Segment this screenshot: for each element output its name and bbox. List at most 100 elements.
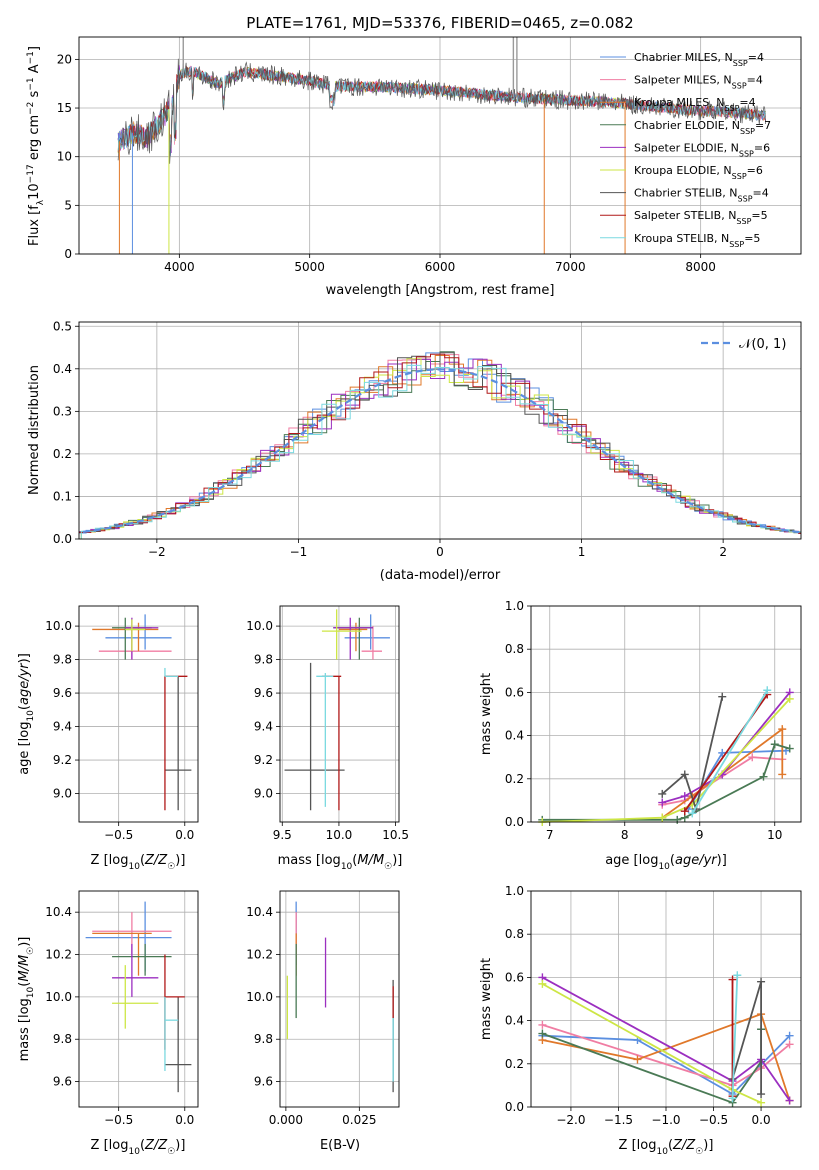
y-tick-label: 9.6 [53,686,72,700]
series-line [542,1012,791,1101]
y-tick-label: 0.6 [505,970,524,984]
figure-title: PLATE=1761, MJD=53376, FIBERID=0465, z=0… [246,14,633,32]
legend-label: Chabrier ELODIE, NSSP=7 [634,119,771,136]
data-point-marker [785,744,794,753]
axes-mass-vs-Z: −0.5 0.0 9.6 9.8 10.0 10.2 10.4 [45,890,199,1127]
x-tick-label: −1 [290,545,308,559]
legend-label: Salpeter ELODIE, NSSP=6 [634,141,770,158]
axes-frame [530,605,802,823]
spectrum-line [117,58,766,164]
axes-mass-vs-EBV: 0.000 0.025 9.6 9.8 10.0 10.2 10.4 [246,890,400,1127]
x-tick-label: −0.5 [104,828,133,842]
x-tick-label: 0.0 [175,1113,194,1127]
legend-label: 𝒩(0, 1) [739,337,786,352]
y-tick-label: 0.3 [53,404,72,418]
data-point-marker [538,1020,547,1029]
data-point-marker [728,975,737,984]
y-tick-label: 10.4 [45,905,72,919]
x-tick-label: −1.0 [651,1113,680,1127]
data-point-marker [785,1031,794,1040]
x-tick-label: 8 [621,828,629,842]
data-point-marker [680,770,689,779]
data-point-marker [785,1096,794,1105]
axes-massweight-vs-Z: −2.0 −1.5 −1.0 −0.5 0.0 0.0 0.2 0.4 0.6 0.8 1.0 [505,884,802,1127]
plot-area-age-vs-mass [284,609,390,811]
y-tick-label: 9.6 [53,1075,72,1089]
y-axis-label: mass [log10(M/M☉)] [17,937,36,1062]
x-tick-label: 10 [767,828,782,842]
y-axis-label: age [log10(age/yr)] [17,653,36,775]
spectrum-line [117,66,766,154]
y-tick-label: 9.8 [254,1032,273,1046]
x-tick-label: 0.000 [269,1113,303,1127]
y-tick-label: 0.2 [53,447,72,461]
data-point-marker [688,809,697,818]
data-point-marker [757,1090,766,1099]
series-line [541,976,791,1102]
data-point-marker [633,1055,642,1064]
normal-reference-curve [79,368,801,534]
data-point-marker [778,725,787,734]
y-tick-label: 9.0 [254,787,273,801]
data-point-marker [763,686,772,695]
y-tick-label: 0.0 [53,532,72,546]
y-tick-label: 1.0 [505,884,524,898]
data-point-marker [778,770,787,779]
y-tick-label: 1.0 [505,599,524,613]
y-tick-label: 20 [57,52,72,66]
histogram-series [80,364,801,539]
y-tick-label: 0.2 [505,772,524,786]
axes-massweight-vs-age: 7 8 9 10 0.0 0.2 0.4 0.6 0.8 1.0 [505,599,802,842]
y-tick-label: 0.6 [505,685,524,699]
y-tick-label: 9.0 [53,787,72,801]
data-point-marker [748,753,757,762]
data-point-marker [673,815,682,824]
y-tick-label: 0.5 [53,319,72,333]
x-axis-label: mass [log10(M/M☉)] [278,853,403,872]
y-tick-label: 9.8 [53,1032,72,1046]
plot-area-residuals [79,351,801,539]
x-tick-label: −2.0 [556,1113,585,1127]
x-axis-label: Z [log10(Z/Z☉)] [619,1138,714,1157]
axes-frame [78,890,199,1108]
x-tick-label: 6000 [425,260,456,274]
y-axis-label: Normed distribution [27,365,42,495]
y-tick-label: 9.4 [254,720,273,734]
y-tick-label: 0.0 [505,815,524,829]
y-axis-label: mass weight [479,673,494,755]
series-line [731,975,739,1099]
x-tick-label: 0 [436,545,444,559]
data-point-marker [728,1094,737,1103]
y-tick-label: 0.8 [505,927,524,941]
y-tick-label: 0.0 [505,1100,524,1114]
x-tick-label: 1 [578,545,586,559]
data-point-marker [680,807,689,816]
axes-age-vs-mass: 9.5 10.0 10.5 9.0 9.2 9.4 9.6 9.8 10.0 [246,605,409,842]
axes-frame [78,321,802,540]
axes-frame [279,890,400,1108]
x-axis-label: age [log10(age/yr)] [605,853,727,872]
x-tick-label: −1.5 [604,1113,633,1127]
x-axis-label: E(B-V) [320,1138,360,1153]
series-line [691,689,769,814]
plot-area-mass-vs-Z [85,901,192,1093]
y-axis-label: mass weight [479,958,494,1040]
x-axis-label: wavelength [Angstrom, rest frame] [326,283,555,298]
legend-label: Kroupa STELIB, NSSP=5 [634,232,760,249]
y-tick-label: 10 [57,150,72,164]
data-point-marker [770,740,779,749]
x-tick-label: −0.5 [699,1113,728,1127]
y-tick-label: 10.2 [45,948,72,962]
histogram-series [80,358,801,539]
axes-frame [78,605,199,823]
y-tick-label: 9.2 [53,753,72,767]
y-tick-label: 9.8 [53,653,72,667]
data-point-marker [718,692,727,701]
y-tick-label: 9.8 [254,653,273,667]
y-axis-label: Flux [fλ10−17 erg cm−2 s−1 A−1] [26,46,46,246]
axes-frame [279,605,400,823]
x-tick-label: 7000 [555,260,586,274]
x-tick-label: −2 [148,545,166,559]
y-tick-label: 5 [64,198,72,212]
x-tick-label: 10.0 [326,828,353,842]
